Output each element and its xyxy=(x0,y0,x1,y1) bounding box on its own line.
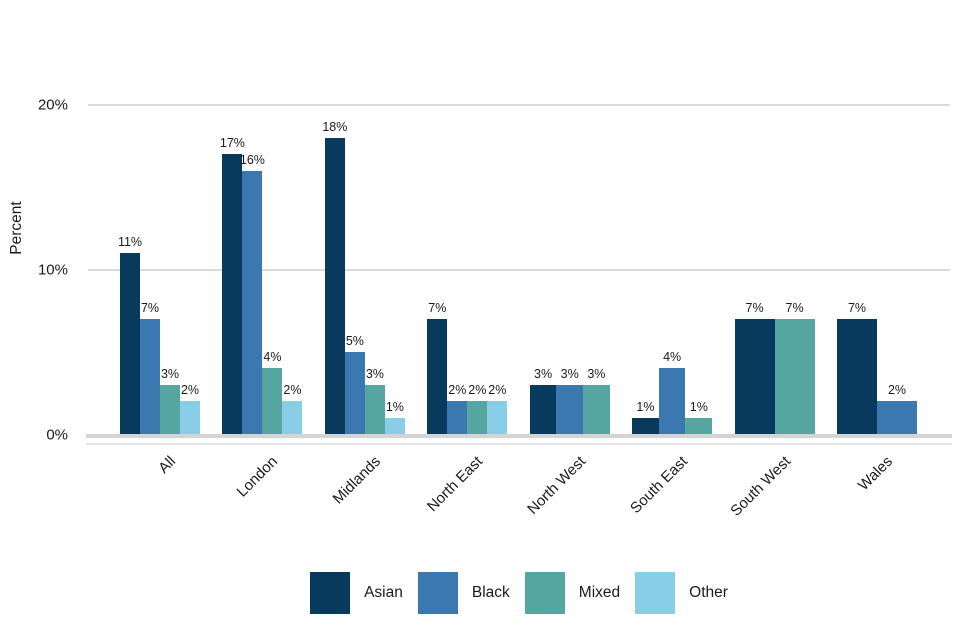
bar-black-london xyxy=(242,171,263,434)
legend: Asian Black Mixed Other xyxy=(88,571,950,615)
bar-mixed-midlands xyxy=(364,385,385,434)
gridline-20 xyxy=(88,104,950,106)
legend-label-other: Other xyxy=(689,584,728,601)
bar-value-asian-wales: 7% xyxy=(847,301,867,315)
bar-value-asian-all: 11% xyxy=(117,235,143,249)
bar-asian-midlands xyxy=(324,138,345,434)
bar-black-midlands xyxy=(344,352,365,434)
bar-value-mixed-north-east: 2% xyxy=(468,383,487,397)
legend-swatch-mixed xyxy=(524,572,565,614)
x-tick-label-south-west: South West xyxy=(726,453,794,520)
legend-item-asian: Asian xyxy=(310,572,403,614)
bar-mixed-south-east xyxy=(685,418,713,434)
legend-swatch-black xyxy=(417,572,458,614)
legend-item-other: Other xyxy=(635,572,728,614)
bar-asian-north-west xyxy=(529,385,557,434)
bar-mixed-london xyxy=(262,368,283,434)
bar-value-other-midlands: 1% xyxy=(385,400,404,414)
bar-asian-south-east xyxy=(632,418,659,434)
y-tick-label-0: 0% xyxy=(46,426,68,444)
bar-value-black-wales: 2% xyxy=(887,383,907,397)
gridline-10 xyxy=(88,268,950,271)
bar-asian-london xyxy=(222,154,243,434)
bar-value-mixed-north-west: 3% xyxy=(587,367,606,381)
bar-asian-north-east xyxy=(427,319,448,434)
x-tick-label-london: London xyxy=(234,453,282,501)
bar-value-other-london: 2% xyxy=(283,383,302,397)
bar-value-black-london: 16% xyxy=(239,153,265,167)
bar-value-mixed-london: 4% xyxy=(263,350,282,364)
legend-label-asian: Asian xyxy=(364,584,403,601)
y-tick-label-10: 10% xyxy=(37,261,68,278)
y-tick-label-20: 20% xyxy=(37,96,68,114)
legend-item-mixed: Mixed xyxy=(524,572,621,614)
bar-black-north-west xyxy=(556,385,584,434)
bar-value-other-north-east: 2% xyxy=(488,383,507,397)
x-tick-label-wales: Wales xyxy=(854,453,897,495)
legend-swatch-other xyxy=(635,572,676,614)
x-tick-label-midlands: Midlands xyxy=(329,453,384,508)
bar-value-mixed-midlands: 3% xyxy=(365,367,384,381)
legend-swatch-asian xyxy=(310,572,351,614)
bar-other-north-east xyxy=(487,401,508,434)
bar-value-mixed-all: 3% xyxy=(160,367,180,381)
bar-value-black-north-east: 2% xyxy=(448,383,467,397)
bar-mixed-north-west xyxy=(583,385,610,434)
legend-label-black: Black xyxy=(471,584,510,601)
baseline-major-line xyxy=(86,434,952,438)
bar-black-north-east xyxy=(447,401,468,434)
legend-label-mixed: Mixed xyxy=(578,584,621,601)
legend-item-black: Black xyxy=(417,572,510,614)
bar-value-asian-london: 17% xyxy=(219,136,245,150)
bar-other-all xyxy=(180,401,200,434)
x-tick-label-all: All xyxy=(155,453,180,477)
bar-other-midlands xyxy=(384,418,405,434)
bar-mixed-north-east xyxy=(467,401,488,434)
bar-black-all xyxy=(140,319,160,434)
baseline-minor-line xyxy=(86,443,952,445)
bar-asian-wales xyxy=(837,319,877,434)
bar-value-mixed-south-east: 1% xyxy=(689,400,708,414)
x-tick-label-north-east: North East xyxy=(424,453,487,516)
bar-black-wales xyxy=(877,401,917,434)
bar-value-mixed-south-west: 7% xyxy=(785,301,804,315)
bar-value-asian-midlands: 18% xyxy=(322,120,348,134)
bar-other-london xyxy=(282,401,303,434)
bar-value-black-north-west: 3% xyxy=(560,367,579,381)
bar-value-black-south-east: 4% xyxy=(663,350,682,364)
bar-mixed-all xyxy=(160,385,180,434)
bar-value-asian-south-west: 7% xyxy=(745,301,764,315)
bar-asian-all xyxy=(120,253,140,434)
bar-value-black-midlands: 5% xyxy=(345,334,364,348)
bar-black-south-east xyxy=(658,368,686,434)
bar-value-asian-south-east: 1% xyxy=(636,400,655,414)
bar-value-other-all: 2% xyxy=(180,383,200,397)
bar-value-black-all: 7% xyxy=(140,301,160,315)
bar-mixed-south-west xyxy=(774,319,815,434)
x-tick-label-south-east: South East xyxy=(627,453,692,517)
bar-value-asian-north-east: 7% xyxy=(428,301,447,315)
bar-asian-south-west xyxy=(734,319,775,434)
bar-value-asian-north-west: 3% xyxy=(534,367,553,381)
x-tick-label-north-west: North West xyxy=(523,453,589,518)
